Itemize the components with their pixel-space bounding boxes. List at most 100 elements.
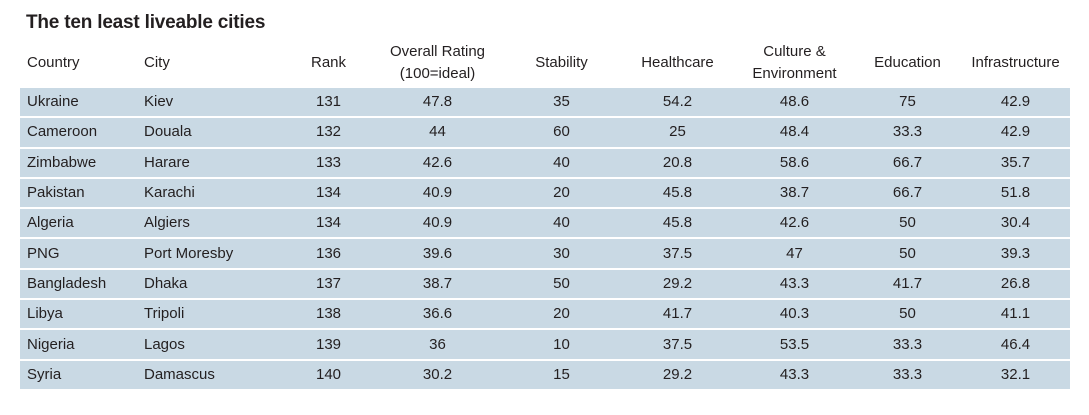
cell-country: Zimbabwe [20,148,137,179]
cell-infrastructure: 42.9 [961,88,1070,119]
cell-stability: 50 [503,269,620,301]
cell-city: Algiers [137,209,285,240]
cell-culture-environment: 43.3 [735,269,854,301]
cell-overall-rating: 40.9 [372,209,503,240]
column-header-culture-environment: Culture & Environment [735,38,854,88]
column-header-healthcare: Healthcare [620,38,735,88]
cell-infrastructure: 35.7 [961,148,1070,179]
cell-country: Nigeria [20,330,137,361]
cell-overall-rating: 36.6 [372,300,503,331]
cell-healthcare: 54.2 [620,88,735,119]
column-header-stability: Stability [503,38,620,88]
column-header-line: Healthcare [641,54,714,71]
table-row: Bangladesh Dhaka 137 38.7 50 29.2 43.3 41.7 26.8 [20,269,1070,301]
cell-stability: 40 [503,209,620,240]
cell-culture-environment: 48.6 [735,88,854,119]
column-header-line: Stability [535,54,588,71]
cell-education: 41.7 [854,269,961,301]
table-row: Pakistan Karachi 134 40.9 20 45.8 38.7 66.7 51.8 [20,178,1070,210]
cell-healthcare: 37.5 [620,239,735,270]
cell-education: 33.3 [854,118,961,149]
cell-stability: 20 [503,300,620,331]
cell-stability: 20 [503,178,620,210]
cell-healthcare: 29.2 [620,360,735,389]
table-row: Zimbabwe Harare 133 42.6 40 20.8 58.6 66.7 35.7 [20,148,1070,179]
cell-stability: 10 [503,330,620,361]
cell-culture-environment: 58.6 [735,148,854,179]
cell-country: Bangladesh [20,269,137,301]
column-header-city: City [137,38,285,88]
cell-infrastructure: 30.4 [961,209,1070,240]
data-table: Country City Rank Overall Rating (100=ideal)… [20,38,1070,389]
cell-stability: 40 [503,148,620,179]
column-header-education: Education [854,38,961,88]
cell-rank: 134 [285,178,372,210]
cell-overall-rating: 39.6 [372,239,503,270]
table-row: Algeria Algiers 134 40.9 40 45.8 42.6 50 30.4 [20,209,1070,240]
table-row: Nigeria Lagos 139 36 10 37.5 53.5 33.3 46.4 [20,330,1070,361]
cell-city: Damascus [137,360,285,389]
cell-rank: 137 [285,269,372,301]
cell-overall-rating: 47.8 [372,88,503,119]
cell-infrastructure: 41.1 [961,300,1070,331]
cell-healthcare: 25 [620,118,735,149]
column-header-line: City [144,54,170,71]
table-body: Ukraine Kiev 131 47.8 35 54.2 48.6 75 42.9 Camero… [20,88,1070,389]
cell-rank: 136 [285,239,372,270]
column-header-rank: Rank [285,38,372,88]
cell-healthcare: 37.5 [620,330,735,361]
cell-healthcare: 29.2 [620,269,735,301]
cell-city: Port Moresby [137,239,285,270]
cell-overall-rating: 30.2 [372,360,503,389]
cell-infrastructure: 39.3 [961,239,1070,270]
column-header-line: (100=ideal) [399,65,476,82]
cell-city: Lagos [137,330,285,361]
cell-rank: 134 [285,209,372,240]
cell-rank: 138 [285,300,372,331]
cell-infrastructure: 42.9 [961,118,1070,149]
cell-overall-rating: 36 [372,330,503,361]
cell-culture-environment: 38.7 [735,178,854,210]
cell-education: 33.3 [854,330,961,361]
cell-overall-rating: 40.9 [372,178,503,210]
header-row: Country City Rank Overall Rating (100=ideal)… [20,38,1070,88]
cell-culture-environment: 40.3 [735,300,854,331]
cell-rank: 133 [285,148,372,179]
cell-education: 66.7 [854,178,961,210]
column-header-line: Environment [752,65,837,82]
cell-country: PNG [20,239,137,270]
cell-city: Harare [137,148,285,179]
cell-education: 75 [854,88,961,119]
cell-culture-environment: 47 [735,239,854,270]
cell-rank: 131 [285,88,372,119]
cell-city: Tripoli [137,300,285,331]
cell-country: Ukraine [20,88,137,119]
cell-country: Algeria [20,209,137,240]
cell-rank: 139 [285,330,372,361]
cell-healthcare: 45.8 [620,178,735,210]
cell-education: 33.3 [854,360,961,389]
cell-rank: 132 [285,118,372,149]
cell-infrastructure: 26.8 [961,269,1070,301]
cell-country: Syria [20,360,137,389]
cell-stability: 30 [503,239,620,270]
cell-rank: 140 [285,360,372,389]
column-header-line: Infrastructure [971,54,1060,71]
cell-country: Pakistan [20,178,137,210]
cell-education: 66.7 [854,148,961,179]
column-header-line: Country [27,54,80,71]
cell-city: Dhaka [137,269,285,301]
cell-culture-environment: 43.3 [735,360,854,389]
cell-country: Cameroon [20,118,137,149]
cell-healthcare: 20.8 [620,148,735,179]
table-row: Ukraine Kiev 131 47.8 35 54.2 48.6 75 42.9 [20,88,1070,119]
cell-healthcare: 41.7 [620,300,735,331]
data-table-container: Country City Rank Overall Rating (100=ideal)… [20,38,1070,389]
column-header-line: Education [874,54,941,71]
cell-overall-rating: 38.7 [372,269,503,301]
cell-overall-rating: 44 [372,118,503,149]
cell-education: 50 [854,300,961,331]
cell-healthcare: 45.8 [620,209,735,240]
table-row: Libya Tripoli 138 36.6 20 41.7 40.3 50 41.1 [20,300,1070,331]
column-header-overall-rating: Overall Rating (100=ideal) [372,38,503,88]
